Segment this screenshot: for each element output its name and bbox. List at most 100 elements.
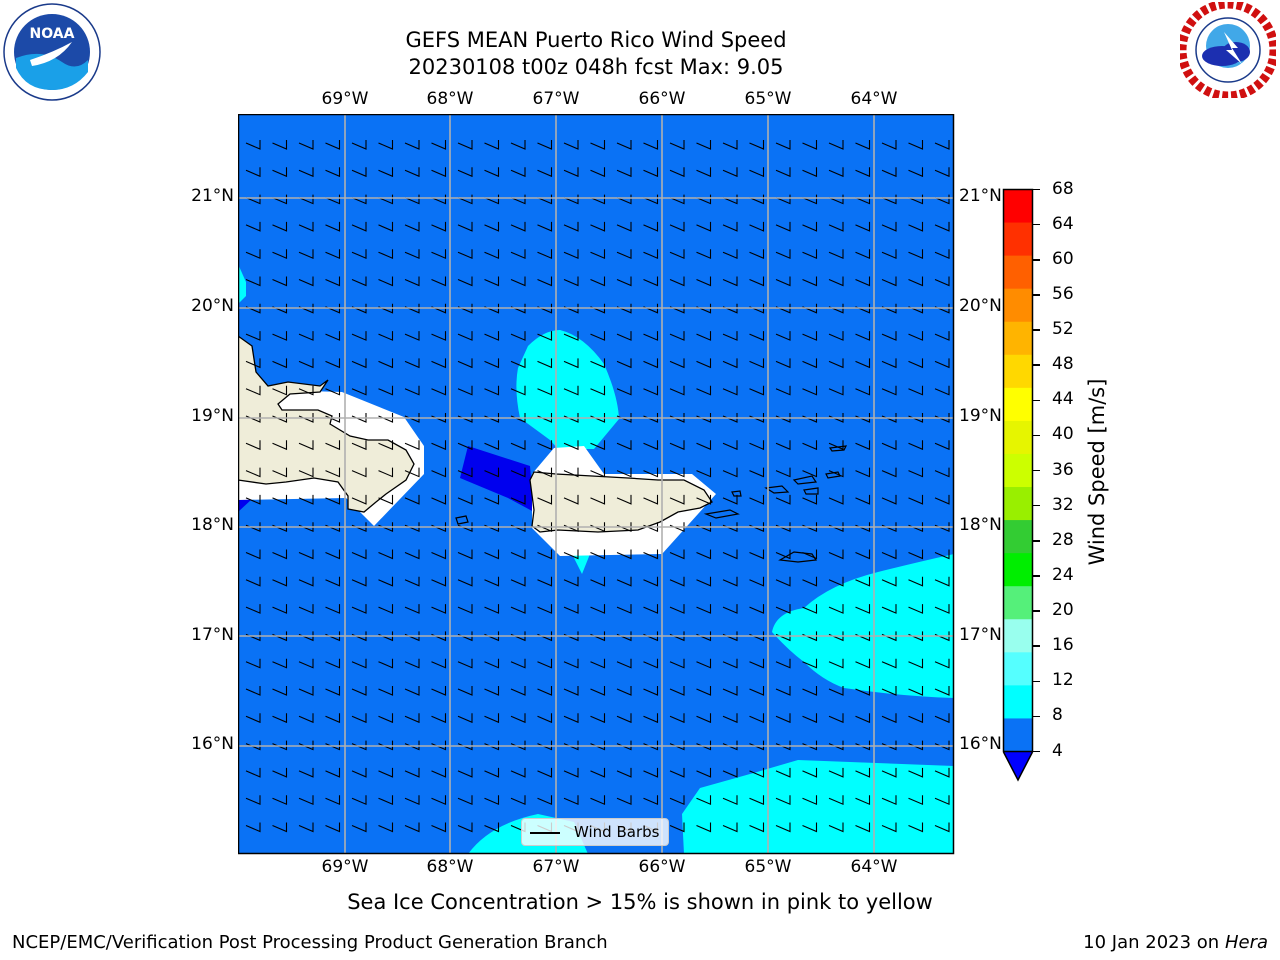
wind-barb <box>563 331 579 341</box>
wind-barb <box>722 167 738 178</box>
wind-barb <box>484 767 500 778</box>
colorbar-tick-label: 24 <box>1052 564 1074 585</box>
wind-barb <box>802 140 818 150</box>
map-subtitle: 20230108 t00z 048h fcst Max: 9.05 <box>408 55 784 79</box>
wind-barb <box>881 767 897 778</box>
wind-barb <box>775 713 791 724</box>
wind-barb <box>537 440 553 451</box>
wind-barb <box>484 358 500 369</box>
wind-barb <box>749 249 765 260</box>
wind-barb <box>245 221 261 232</box>
wind-barb <box>855 331 871 341</box>
wind-barb <box>510 494 526 505</box>
lon-label-bottom: 64°W <box>850 857 898 877</box>
wind-barb <box>696 385 712 396</box>
colorbar-tick-mark <box>1032 223 1040 226</box>
wind-barb <box>404 276 420 287</box>
wind-barb <box>749 604 765 614</box>
wind-barb <box>431 467 447 478</box>
wind-barb <box>325 658 341 669</box>
wind-barb <box>431 440 447 451</box>
wind-barb <box>537 713 553 724</box>
wind-barb <box>643 604 659 614</box>
wind-barb <box>881 467 897 478</box>
wind-barb <box>643 167 659 178</box>
wind-barb <box>696 221 712 232</box>
wind-barb <box>537 767 553 778</box>
organization-label: NCEP/EMC/Verification Post Processing Pr… <box>12 932 608 953</box>
noaa-logo-text: NOAA <box>30 26 75 42</box>
wind-barb <box>855 549 871 560</box>
wind-barb <box>828 767 844 778</box>
wind-barb <box>378 276 394 287</box>
wind-barb <box>855 385 871 396</box>
wind-barb <box>245 658 261 669</box>
wind-barb <box>457 549 473 560</box>
wind-barb <box>855 167 871 178</box>
wind-barb <box>802 713 818 724</box>
wind-barb <box>696 167 712 178</box>
wind-barb <box>934 822 950 833</box>
wind-barb <box>484 658 500 669</box>
wind-barb <box>722 686 738 696</box>
wind-barb <box>669 549 685 560</box>
wind-barb <box>855 713 871 724</box>
wind-barb <box>457 440 473 451</box>
wind-barb <box>351 358 367 369</box>
wind-barb <box>537 276 553 287</box>
colorbar-tick-mark <box>1032 329 1040 331</box>
wind-barb <box>298 686 314 696</box>
colorbar-tick-mark <box>1032 680 1040 682</box>
wind-barb <box>828 604 844 614</box>
wind-speed-map[interactable] <box>238 114 955 855</box>
wind-barb <box>696 549 712 560</box>
wind-barb <box>855 221 871 232</box>
wind-barb <box>775 385 791 396</box>
wind-barb <box>325 604 341 614</box>
wind-barb <box>272 358 288 369</box>
wind-barb <box>881 385 897 396</box>
wind-contour-8-12 <box>682 760 954 854</box>
wind-barb <box>643 658 659 669</box>
wind-barb <box>245 276 261 287</box>
wind-barb <box>484 795 500 806</box>
wind-barb <box>563 467 579 478</box>
wind-barb <box>298 385 314 396</box>
wind-barb <box>749 822 765 833</box>
wind-barb <box>325 576 341 587</box>
wind-barb <box>245 467 261 478</box>
wind-barb <box>802 221 818 232</box>
wind-barb <box>431 167 447 178</box>
wind-barb <box>643 576 659 587</box>
wind-barb-legend-line <box>530 832 560 834</box>
wind-barb <box>404 221 420 232</box>
wind-barb <box>616 549 632 560</box>
wind-barb <box>378 385 394 396</box>
wind-barb <box>643 767 659 778</box>
wind-barb <box>749 467 765 478</box>
wind-contour-8-12 <box>516 330 619 449</box>
wind-barb <box>431 385 447 396</box>
wind-barb <box>590 686 606 696</box>
lat-label-right: 20°N <box>959 296 1002 316</box>
colorbar-segment <box>1003 189 1033 224</box>
wind-barb <box>351 494 367 505</box>
wind-barb <box>669 822 685 833</box>
wind-barb <box>378 140 394 150</box>
wind-barb <box>669 249 685 260</box>
wind-barb <box>537 494 553 505</box>
lon-label-top: 67°W <box>532 89 580 109</box>
wind-barb <box>643 140 659 150</box>
wind-barb <box>510 549 526 560</box>
wind-barb <box>404 767 420 778</box>
wind-barb <box>510 467 526 478</box>
wind-barb <box>325 494 341 505</box>
wind-barb <box>431 140 447 150</box>
wind-barb <box>881 686 897 696</box>
wind-barb <box>722 767 738 778</box>
wind-barb <box>484 549 500 560</box>
wind-barb <box>775 576 791 587</box>
wind-barb <box>245 331 261 341</box>
wind-barb <box>351 713 367 724</box>
wind-barb <box>431 658 447 669</box>
